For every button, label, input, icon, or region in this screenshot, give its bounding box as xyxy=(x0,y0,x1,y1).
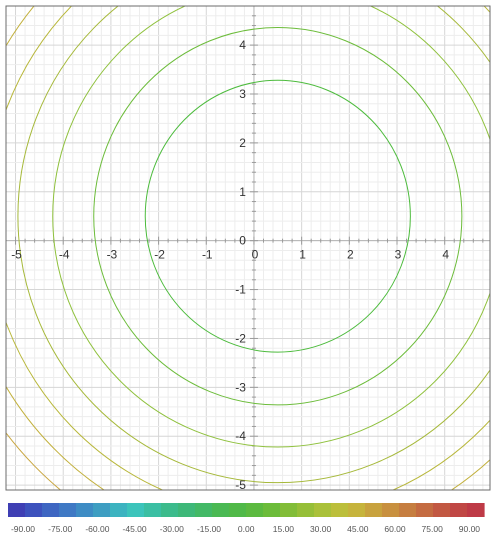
colorbar-swatch xyxy=(297,503,315,517)
colorbar-swatch xyxy=(229,503,247,517)
colorbar-swatch xyxy=(127,503,145,517)
colorbar-label: 60.00 xyxy=(384,524,406,534)
colorbar-label: 15.00 xyxy=(273,524,295,534)
colorbar-swatch xyxy=(314,503,332,517)
x-tick-label: 0 xyxy=(252,248,259,262)
colorbar-label: 30.00 xyxy=(310,524,332,534)
colorbar-swatch xyxy=(365,503,383,517)
tick-labels: -5 -4 -3 -2 -1 0 1 2 3 4 4 3 2 1 0 -1 -2 -3 -4 -5 xyxy=(11,38,449,492)
x-tick-label: 3 xyxy=(395,248,402,262)
colorbar-swatch xyxy=(178,503,196,517)
colorbar-swatch xyxy=(382,503,400,517)
colorbar-label: -45.00 xyxy=(123,524,147,534)
colorbar-swatch xyxy=(212,503,230,517)
x-tick-label: -3 xyxy=(107,248,118,262)
colorbar-swatch xyxy=(42,503,60,517)
colorbar-swatch xyxy=(280,503,298,517)
colorbar-swatch xyxy=(76,503,94,517)
colorbar-label: -15.00 xyxy=(197,524,221,534)
y-tick-label: 3 xyxy=(239,87,246,101)
x-tick-label: 2 xyxy=(347,248,354,262)
colorbar-swatch xyxy=(195,503,213,517)
x-tick-label: -4 xyxy=(59,248,70,262)
contour-line xyxy=(93,27,463,406)
colorbar-swatch xyxy=(399,503,417,517)
contour-line xyxy=(52,6,490,448)
y-tick-label: 0 xyxy=(239,234,246,248)
colorbar-swatch xyxy=(93,503,111,517)
y-tick-label: 4 xyxy=(239,38,246,52)
colorbar-swatch xyxy=(263,503,281,517)
colorbar-swatch xyxy=(348,503,366,517)
colorbar-swatch xyxy=(161,503,179,517)
x-tick-label: 1 xyxy=(299,248,306,262)
plot-frame xyxy=(5,5,491,491)
y-tick-label: -4 xyxy=(235,429,246,443)
contour-line xyxy=(6,6,490,490)
colorbar-swatch xyxy=(246,503,264,517)
contour-line xyxy=(17,6,490,484)
y-tick-label: -1 xyxy=(235,283,246,297)
colorbar-swatch xyxy=(467,503,485,517)
x-tick-label: -1 xyxy=(202,248,213,262)
colorbar-label: 75.00 xyxy=(422,524,444,534)
y-tick-label: -5 xyxy=(235,478,246,492)
y-tick-label: -2 xyxy=(235,331,246,345)
colorbar-swatch xyxy=(25,503,43,517)
colorbar-swatch xyxy=(433,503,451,517)
colorbar-label: -30.00 xyxy=(160,524,184,534)
colorbar-swatch xyxy=(144,503,162,517)
y-tick-label: 1 xyxy=(239,185,246,199)
colorbar-swatch xyxy=(8,503,26,517)
y-tick-label: 2 xyxy=(239,136,246,150)
axes xyxy=(5,5,490,490)
grid xyxy=(5,5,490,490)
colorbar-swatch xyxy=(416,503,434,517)
x-tick-label: 4 xyxy=(442,248,449,262)
colorbar-swatch xyxy=(110,503,128,517)
colorbar: -90.00 -75.00 -60.00 -45.00 -30.00 -15.00 0.00… xyxy=(8,503,485,534)
colorbar-label: -75.00 xyxy=(48,524,72,534)
colorbar-label: -90.00 xyxy=(11,524,35,534)
colorbar-label: 45.00 xyxy=(347,524,369,534)
colorbar-label: 90.00 xyxy=(459,524,481,534)
colorbar-swatch xyxy=(59,503,77,517)
colorbar-label: -60.00 xyxy=(85,524,109,534)
y-tick-label: -3 xyxy=(235,380,246,394)
x-tick-label: -2 xyxy=(154,248,165,262)
colorbar-swatch xyxy=(331,503,349,517)
x-tick-label: -5 xyxy=(11,248,22,262)
colorbar-swatch xyxy=(450,503,468,517)
colorbar-label: 0.00 xyxy=(238,524,255,534)
contour-line xyxy=(144,79,411,353)
